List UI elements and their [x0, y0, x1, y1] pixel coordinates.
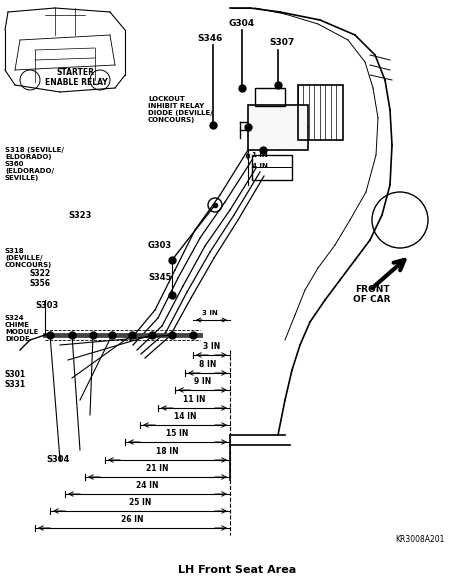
- Text: 4 IN: 4 IN: [252, 163, 268, 169]
- Text: FRONT
OF CAR: FRONT OF CAR: [353, 285, 391, 304]
- Bar: [255, 88, 285, 106]
- Bar: [298, 85, 343, 140]
- Text: S318
(DEVILLE/
CONCOURS): S318 (DEVILLE/ CONCOURS): [5, 248, 52, 268]
- Text: S322
S356: S322 S356: [30, 269, 51, 288]
- Text: 21 IN: 21 IN: [146, 464, 169, 473]
- Text: S318 (SEVILLE/
ELDORADO)
S360
(ELDORADO/
SEVILLE): S318 (SEVILLE/ ELDORADO) S360 (ELDORADO/…: [5, 147, 64, 181]
- Bar: [252, 155, 292, 180]
- Text: STARTER
ENABLE RELAY: STARTER ENABLE RELAY: [45, 68, 107, 87]
- Text: S303: S303: [35, 301, 58, 310]
- Text: S346: S346: [197, 34, 223, 43]
- Bar: [248, 105, 308, 150]
- Text: S304: S304: [46, 455, 69, 464]
- Text: 1 IN: 1 IN: [252, 152, 268, 158]
- Text: 8 IN: 8 IN: [199, 360, 216, 369]
- Text: 3 IN: 3 IN: [202, 310, 218, 316]
- Text: 9 IN: 9 IN: [194, 377, 211, 386]
- Text: S307: S307: [269, 38, 295, 47]
- Text: 15 IN: 15 IN: [166, 429, 189, 438]
- Text: S324
CHIME
MODULE
DIODE: S324 CHIME MODULE DIODE: [5, 315, 38, 342]
- Text: KR3008A201: KR3008A201: [395, 535, 445, 544]
- Text: LOCKOUT
INHIBIT RELAY
DIODE (DEVILLE/
CONCOURS): LOCKOUT INHIBIT RELAY DIODE (DEVILLE/ CO…: [148, 96, 213, 123]
- Text: S345: S345: [148, 273, 172, 282]
- Text: G304: G304: [229, 19, 255, 28]
- Text: G303: G303: [148, 241, 172, 250]
- Text: 24 IN: 24 IN: [136, 481, 159, 490]
- Text: 18 IN: 18 IN: [156, 447, 179, 456]
- Text: S301
S331: S301 S331: [5, 370, 26, 390]
- Text: 11 IN: 11 IN: [183, 395, 205, 404]
- Text: 14 IN: 14 IN: [174, 412, 196, 421]
- Text: 3 IN: 3 IN: [203, 342, 220, 351]
- Text: S323: S323: [68, 211, 91, 220]
- Text: 25 IN: 25 IN: [129, 498, 151, 507]
- Text: LH Front Seat Area: LH Front Seat Area: [178, 565, 296, 575]
- Text: 26 IN: 26 IN: [121, 515, 144, 524]
